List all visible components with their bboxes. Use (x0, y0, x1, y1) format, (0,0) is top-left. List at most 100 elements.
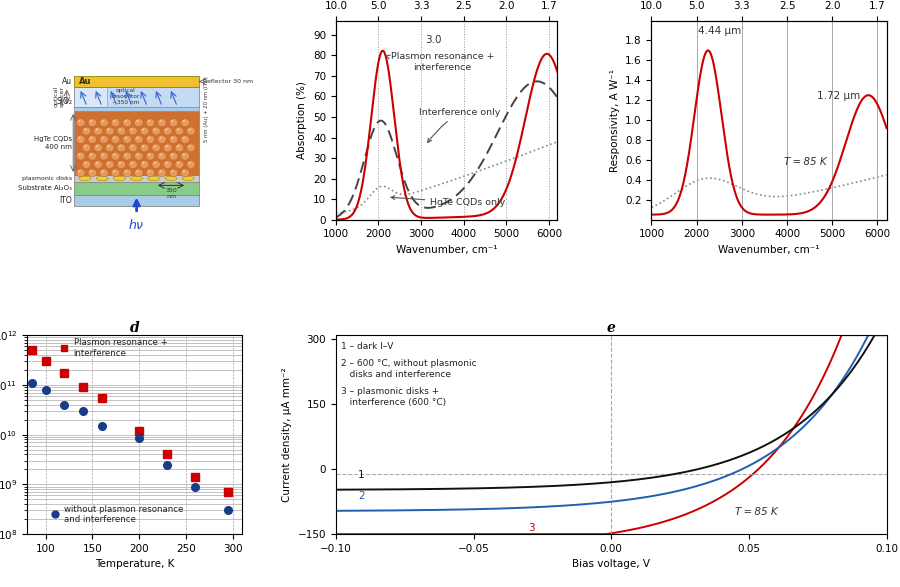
Circle shape (129, 144, 137, 151)
Circle shape (159, 120, 162, 122)
Ellipse shape (96, 176, 108, 181)
Circle shape (137, 120, 139, 122)
Circle shape (189, 129, 191, 130)
Text: Substrate Al₂O₃: Substrate Al₂O₃ (18, 185, 72, 191)
Circle shape (164, 144, 172, 151)
Circle shape (94, 144, 103, 151)
Circle shape (158, 152, 166, 160)
Circle shape (113, 170, 115, 172)
Circle shape (82, 160, 91, 168)
X-axis label: Temperature, K: Temperature, K (94, 559, 174, 569)
Circle shape (100, 169, 108, 177)
Circle shape (181, 136, 189, 143)
Circle shape (82, 144, 91, 151)
Text: SiO₂: SiO₂ (56, 97, 72, 106)
Circle shape (177, 162, 179, 164)
Circle shape (137, 170, 139, 172)
Circle shape (76, 119, 85, 127)
Text: Au: Au (62, 77, 72, 86)
X-axis label: Wavenumber, cm⁻¹: Wavenumber, cm⁻¹ (718, 245, 820, 255)
Circle shape (125, 120, 127, 122)
Circle shape (125, 154, 127, 156)
Circle shape (88, 152, 96, 160)
Circle shape (122, 169, 131, 177)
Circle shape (152, 160, 160, 168)
Circle shape (158, 169, 166, 177)
Circle shape (119, 145, 122, 147)
Circle shape (105, 127, 114, 135)
Ellipse shape (148, 176, 159, 181)
Circle shape (100, 136, 108, 143)
Circle shape (95, 145, 98, 147)
Circle shape (140, 160, 148, 168)
Circle shape (189, 145, 191, 147)
Circle shape (183, 120, 184, 122)
Circle shape (88, 169, 96, 177)
Circle shape (90, 137, 92, 139)
Text: 1 – dark I–V: 1 – dark I–V (341, 342, 394, 350)
X-axis label: Bias voltage, V: Bias voltage, V (572, 559, 650, 569)
Circle shape (100, 152, 108, 160)
Circle shape (117, 160, 126, 168)
Circle shape (137, 137, 139, 139)
Circle shape (183, 137, 184, 139)
Y-axis label: Responsivity, A W⁻¹: Responsivity, A W⁻¹ (609, 69, 619, 171)
Circle shape (158, 119, 166, 127)
Text: 1.72 μm: 1.72 μm (817, 91, 860, 101)
Text: Plasmon resonance +
interference: Plasmon resonance + interference (385, 52, 494, 72)
Circle shape (76, 152, 85, 160)
Text: HgTe CQDs only: HgTe CQDs only (391, 195, 506, 207)
Circle shape (159, 137, 162, 139)
X-axis label: Wavenumber, cm⁻¹: Wavenumber, cm⁻¹ (396, 245, 498, 255)
Circle shape (186, 160, 195, 168)
Circle shape (181, 152, 189, 160)
Circle shape (166, 129, 167, 130)
Circle shape (186, 144, 195, 151)
Circle shape (113, 154, 115, 156)
Circle shape (134, 169, 143, 177)
Circle shape (119, 129, 122, 130)
Circle shape (183, 170, 184, 172)
FancyBboxPatch shape (75, 87, 199, 107)
Circle shape (105, 160, 114, 168)
Circle shape (134, 152, 143, 160)
Circle shape (102, 170, 104, 172)
Text: 4.44 μm: 4.44 μm (698, 26, 741, 36)
Circle shape (159, 154, 162, 156)
Circle shape (183, 154, 184, 156)
Circle shape (130, 162, 132, 164)
Circle shape (85, 129, 86, 130)
Circle shape (171, 120, 174, 122)
Text: 1: 1 (358, 470, 365, 480)
Circle shape (169, 136, 178, 143)
Text: optical
spacer: optical spacer (54, 86, 65, 107)
Circle shape (82, 127, 91, 135)
Ellipse shape (165, 176, 177, 181)
Circle shape (113, 120, 115, 122)
Circle shape (107, 162, 110, 164)
Circle shape (175, 127, 184, 135)
Ellipse shape (113, 176, 125, 181)
Circle shape (78, 154, 80, 156)
Circle shape (112, 152, 120, 160)
FancyBboxPatch shape (75, 76, 199, 87)
Circle shape (112, 119, 120, 127)
Circle shape (76, 136, 85, 143)
Circle shape (166, 145, 167, 147)
FancyBboxPatch shape (75, 111, 199, 175)
Text: 3 – plasmonic disks +
   interference (600 °C): 3 – plasmonic disks + interference (600 … (341, 387, 446, 407)
Circle shape (94, 160, 103, 168)
Circle shape (146, 136, 155, 143)
Text: 2 – 600 °C, without plasmonic
   disks and interference: 2 – 600 °C, without plasmonic disks and … (341, 359, 477, 379)
Circle shape (102, 154, 104, 156)
Text: Plasmon resonance +
interference: Plasmon resonance + interference (74, 338, 167, 357)
Text: T = 85 K: T = 85 K (735, 507, 778, 517)
Circle shape (112, 169, 120, 177)
Circle shape (122, 152, 131, 160)
Circle shape (85, 145, 86, 147)
Y-axis label: Current density, μA mm⁻²: Current density, μA mm⁻² (282, 367, 292, 502)
Circle shape (148, 154, 150, 156)
Circle shape (164, 160, 172, 168)
FancyBboxPatch shape (75, 107, 199, 111)
Circle shape (117, 127, 126, 135)
